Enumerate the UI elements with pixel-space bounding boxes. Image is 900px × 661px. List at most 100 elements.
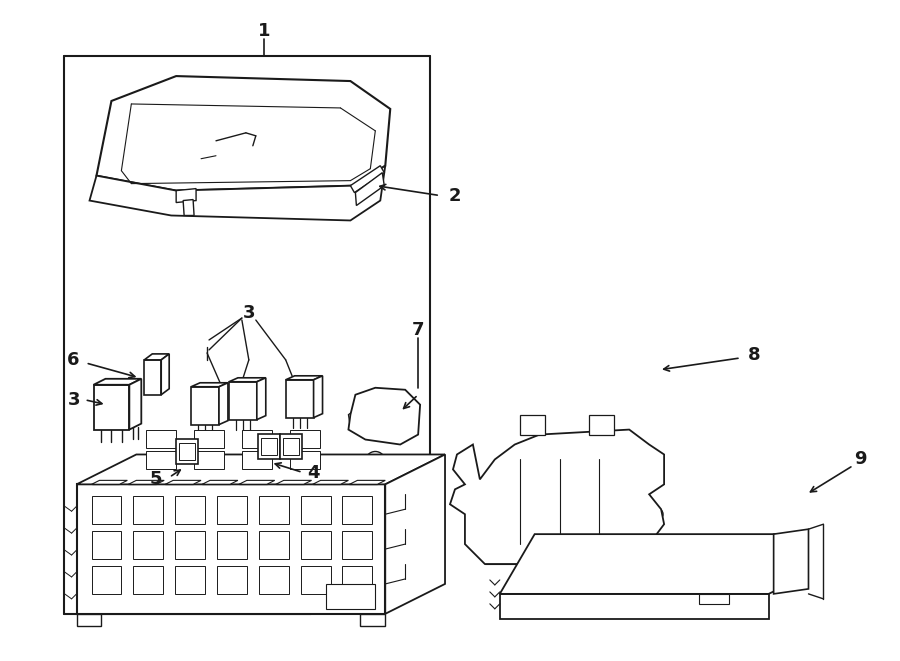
Polygon shape	[285, 376, 322, 380]
Text: 8: 8	[747, 346, 760, 364]
Polygon shape	[500, 594, 769, 619]
Polygon shape	[92, 496, 122, 524]
Polygon shape	[385, 455, 445, 614]
Polygon shape	[350, 166, 384, 192]
Circle shape	[581, 556, 598, 572]
Polygon shape	[133, 566, 163, 594]
Text: 4: 4	[307, 465, 320, 483]
Polygon shape	[500, 534, 804, 594]
Polygon shape	[326, 584, 375, 609]
Polygon shape	[450, 430, 664, 564]
Polygon shape	[261, 438, 276, 455]
Polygon shape	[217, 531, 247, 559]
Polygon shape	[183, 200, 194, 215]
Circle shape	[597, 420, 607, 430]
Text: 9: 9	[854, 450, 867, 469]
Circle shape	[650, 550, 678, 578]
Polygon shape	[259, 496, 289, 524]
Polygon shape	[229, 382, 256, 420]
Circle shape	[652, 459, 663, 471]
Polygon shape	[133, 496, 163, 524]
Text: 5: 5	[150, 471, 163, 488]
Polygon shape	[147, 451, 176, 469]
Polygon shape	[94, 385, 130, 430]
Circle shape	[526, 420, 536, 430]
Text: 1: 1	[257, 22, 270, 40]
Polygon shape	[76, 614, 102, 626]
Polygon shape	[301, 531, 330, 559]
Polygon shape	[217, 496, 247, 524]
Polygon shape	[217, 566, 247, 594]
Polygon shape	[229, 378, 266, 382]
Polygon shape	[301, 496, 330, 524]
Polygon shape	[191, 383, 228, 387]
Polygon shape	[280, 434, 302, 459]
Circle shape	[736, 556, 752, 572]
Polygon shape	[133, 531, 163, 559]
Polygon shape	[176, 531, 205, 559]
Text: 3: 3	[68, 391, 80, 408]
Circle shape	[739, 589, 749, 599]
Polygon shape	[360, 614, 385, 626]
Circle shape	[636, 536, 692, 592]
Polygon shape	[343, 566, 373, 594]
Polygon shape	[76, 455, 445, 485]
Text: 3: 3	[243, 304, 255, 322]
Polygon shape	[176, 566, 205, 594]
Polygon shape	[256, 378, 266, 420]
Polygon shape	[242, 430, 272, 447]
Polygon shape	[161, 354, 169, 395]
Polygon shape	[92, 566, 122, 594]
Polygon shape	[275, 481, 311, 485]
Polygon shape	[130, 379, 141, 430]
Polygon shape	[301, 566, 330, 594]
Polygon shape	[590, 414, 615, 434]
Text: 6: 6	[68, 351, 80, 369]
Polygon shape	[129, 481, 164, 485]
Text: 7: 7	[412, 321, 425, 339]
Polygon shape	[343, 496, 373, 524]
Polygon shape	[194, 430, 224, 447]
Polygon shape	[194, 451, 224, 469]
Text: 2: 2	[449, 186, 461, 204]
Polygon shape	[312, 481, 348, 485]
Circle shape	[365, 451, 385, 471]
Polygon shape	[259, 566, 289, 594]
Polygon shape	[349, 481, 385, 485]
Polygon shape	[283, 438, 299, 455]
Polygon shape	[348, 410, 358, 428]
Polygon shape	[219, 383, 228, 424]
Polygon shape	[166, 481, 201, 485]
Circle shape	[370, 457, 381, 467]
Polygon shape	[94, 379, 141, 385]
Polygon shape	[89, 166, 385, 221]
Polygon shape	[343, 531, 373, 559]
Polygon shape	[147, 430, 176, 447]
Polygon shape	[356, 173, 384, 206]
Circle shape	[652, 508, 663, 520]
Polygon shape	[144, 360, 161, 395]
Polygon shape	[242, 451, 272, 469]
Polygon shape	[144, 354, 169, 360]
Polygon shape	[290, 430, 320, 447]
Polygon shape	[774, 529, 808, 594]
Polygon shape	[519, 414, 544, 434]
Polygon shape	[202, 481, 238, 485]
Polygon shape	[257, 434, 280, 459]
Polygon shape	[348, 388, 420, 444]
Polygon shape	[176, 438, 198, 465]
Polygon shape	[179, 442, 195, 461]
Polygon shape	[176, 496, 205, 524]
Polygon shape	[313, 376, 322, 418]
Polygon shape	[96, 76, 391, 190]
Polygon shape	[238, 481, 274, 485]
Polygon shape	[92, 531, 122, 559]
Polygon shape	[285, 380, 313, 418]
Polygon shape	[76, 485, 385, 614]
Polygon shape	[699, 594, 729, 604]
Polygon shape	[290, 451, 320, 469]
Polygon shape	[176, 188, 196, 202]
Polygon shape	[92, 481, 128, 485]
Polygon shape	[259, 531, 289, 559]
Polygon shape	[191, 387, 219, 424]
